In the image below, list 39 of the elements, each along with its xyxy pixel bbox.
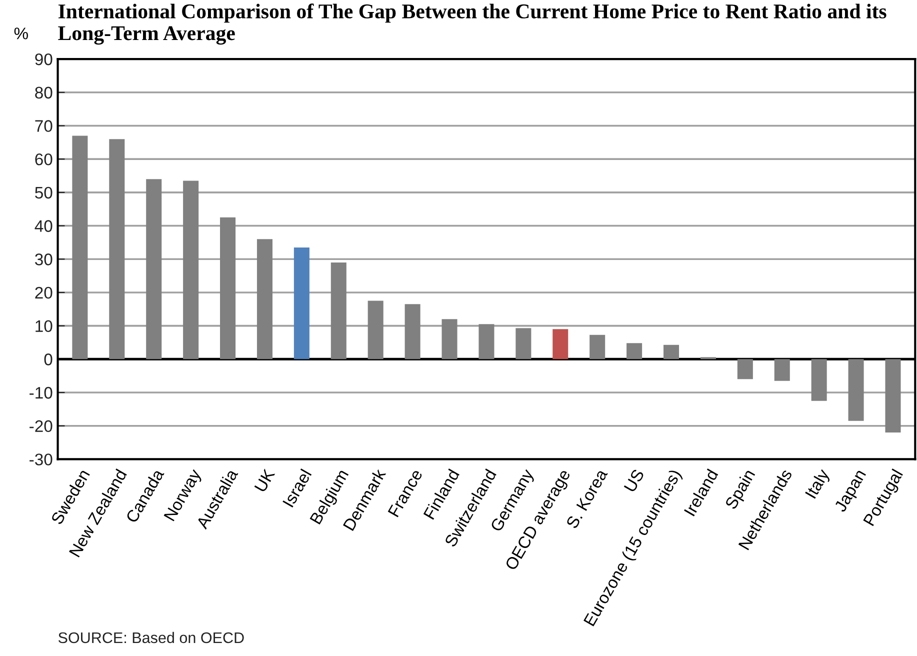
bar xyxy=(811,359,827,401)
y-tick-label: 20 xyxy=(35,286,52,299)
bar xyxy=(848,359,864,421)
bar xyxy=(220,217,236,360)
bar xyxy=(404,304,420,360)
y-tick-label: -10 xyxy=(30,386,52,399)
y-tick-label: 30 xyxy=(35,254,52,266)
y-tick-label: 60 xyxy=(35,153,52,166)
bar xyxy=(885,359,901,433)
bar xyxy=(72,136,88,360)
y-tick-label: 80 xyxy=(35,86,52,99)
y-tick-label: 50 xyxy=(35,186,52,199)
bar xyxy=(368,300,384,360)
bar xyxy=(516,328,532,360)
bar xyxy=(552,329,568,360)
bar xyxy=(146,179,162,360)
bar xyxy=(663,344,680,360)
source-note: SOURCE: Based on OECD xyxy=(58,632,244,644)
bar xyxy=(590,334,606,360)
bar xyxy=(774,359,790,381)
bar xyxy=(737,359,753,380)
y-tick-label: 40 xyxy=(34,220,52,232)
bar xyxy=(183,180,199,360)
y-tick-label: 70 xyxy=(35,120,52,132)
y-tick-label: 0 xyxy=(44,354,52,366)
bar xyxy=(330,262,346,360)
bar xyxy=(109,139,125,360)
y-tick-label: 90 xyxy=(35,53,52,66)
bar xyxy=(478,324,494,360)
bar xyxy=(294,247,310,360)
y-axis-title: % xyxy=(14,28,28,40)
y-tick-label: -30 xyxy=(30,454,52,466)
y-tick-label: 10 xyxy=(36,320,52,332)
bar xyxy=(626,343,642,360)
chart-title: International Comparison of The Gap Between the Current Home Price to Rent Ratio and its Long-Term Average xyxy=(58,4,886,45)
x-tick-label: UK xyxy=(254,468,276,493)
bar xyxy=(442,319,458,360)
y-tick-label: -20 xyxy=(30,420,52,432)
bar xyxy=(256,239,272,360)
